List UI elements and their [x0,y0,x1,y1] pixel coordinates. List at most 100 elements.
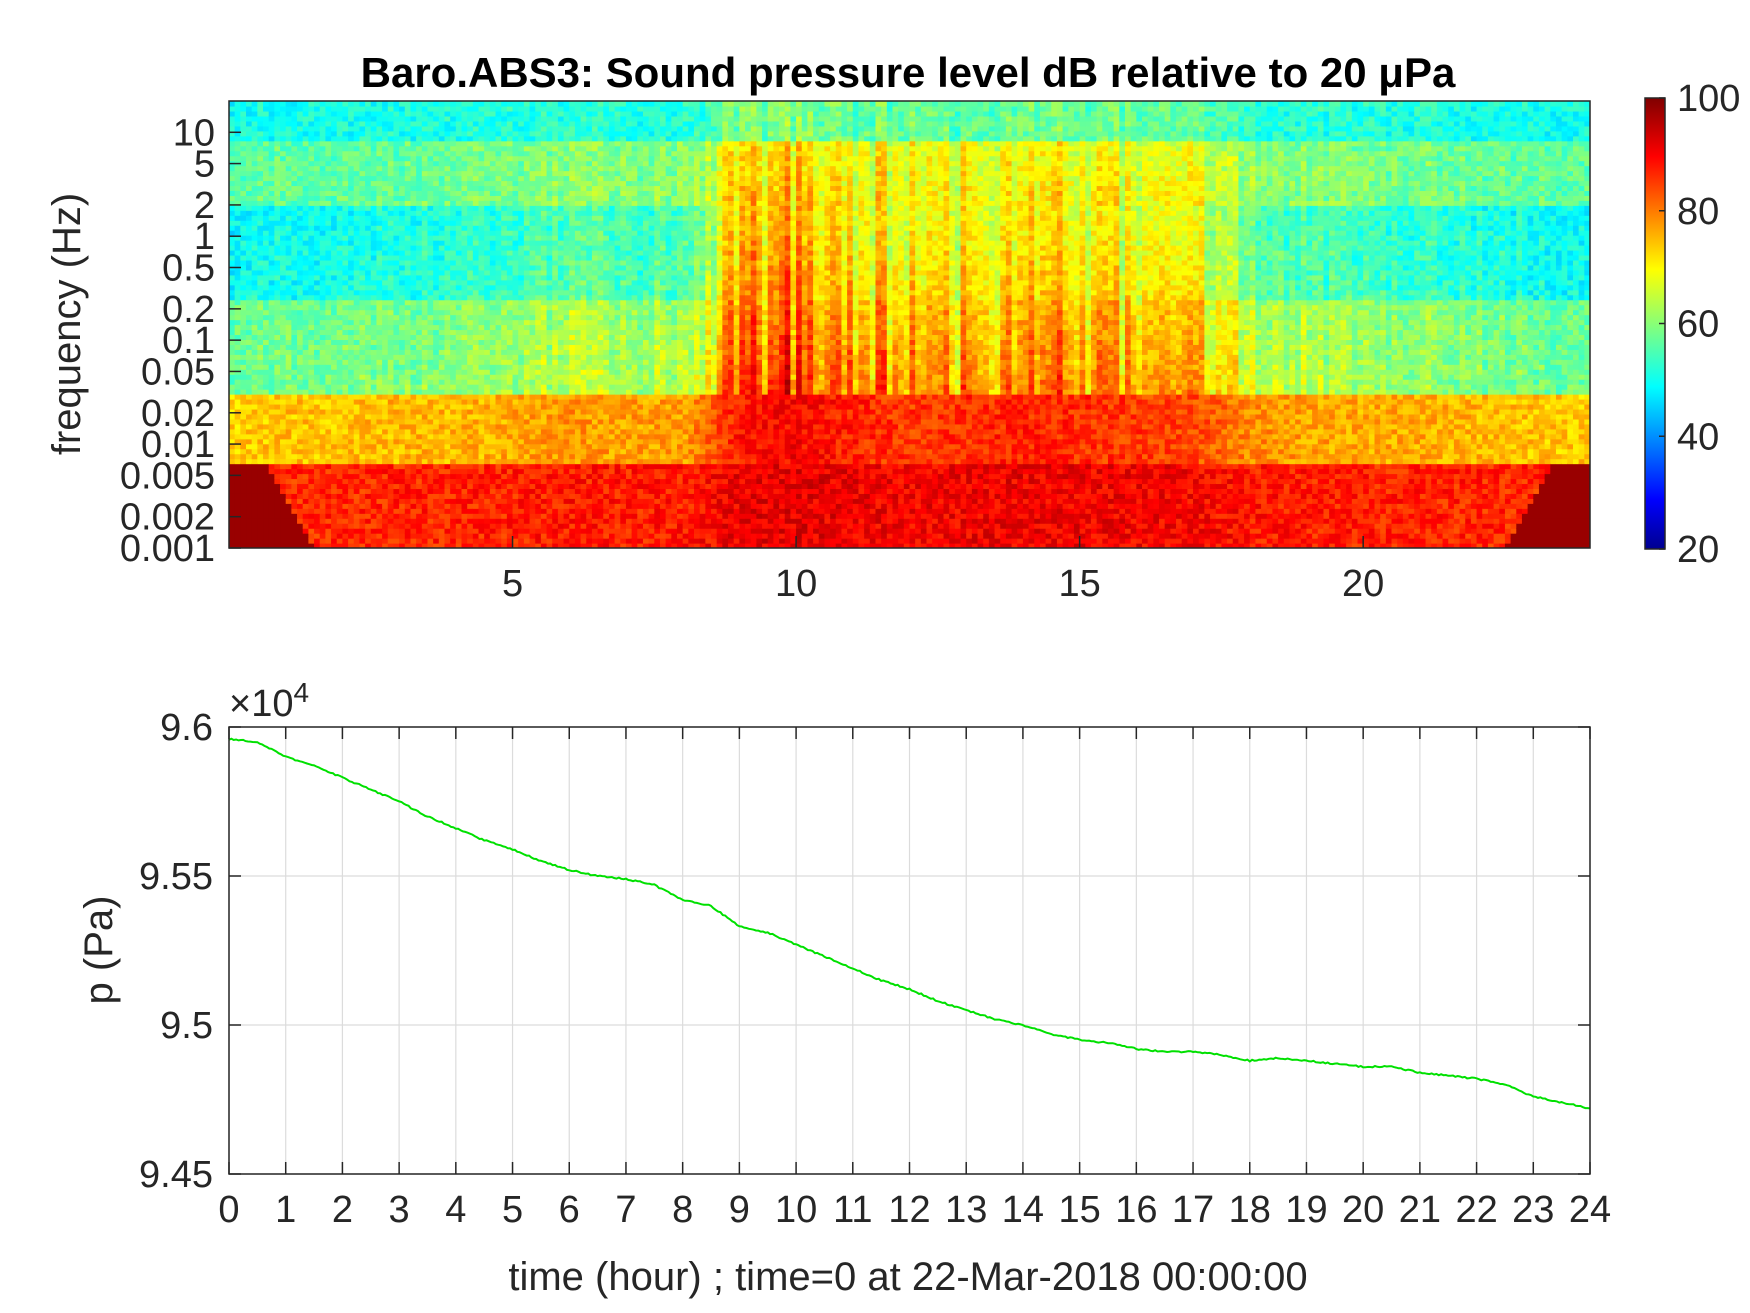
spectrogram-cell [246,414,252,420]
spectrogram-cell [337,513,343,519]
spectrogram-cell [337,101,343,107]
spectrogram-cell [337,339,343,345]
spectrogram-cell [513,339,519,345]
spectrogram-cell [444,121,450,127]
spectrogram-cell [308,488,314,494]
spectrogram-cell [252,389,258,395]
spectrogram-cell [297,528,303,534]
spectrogram-cell [541,498,547,504]
spectrogram-cell [263,200,269,206]
spectrogram-cell [274,533,280,539]
spectrogram-cell [320,493,326,499]
spectrogram-cell [518,498,524,504]
spectrogram-cell [325,265,331,271]
spectrogram-cell [269,146,275,152]
spectrogram-cell [354,195,360,201]
spectrogram-cell [501,131,507,137]
spectrogram-cell [235,429,241,435]
spectrogram-cell [530,434,536,440]
spectrogram-cell [490,156,496,162]
spectrogram-cell [269,250,275,256]
spectrogram-cell [354,166,360,172]
spectrogram-cell [479,379,485,385]
spectrogram-cell [382,166,388,172]
spectrogram-cell [308,374,314,380]
spectrogram-cell [331,464,337,470]
spectrogram-cell [229,275,235,281]
spectrogram-cell [286,399,292,405]
spectrogram-cell [320,498,326,504]
spectrogram-cell [240,185,246,191]
spectrogram-cell [359,474,365,480]
spectrogram-cell [490,265,496,271]
spectrogram-cell [388,523,394,529]
spectrogram-cell [405,235,411,241]
spectrogram-cell [280,449,286,455]
spectrogram-cell [456,434,462,440]
spectrogram-cell [348,121,354,127]
spectrogram-cell [337,409,343,415]
spectrogram-cell [530,200,536,206]
spectrogram-cell [450,215,456,221]
spectrogram-cell [297,483,303,489]
spectrogram-cell [359,215,365,221]
spectrogram-cell [388,195,394,201]
spectrogram-cell [427,141,433,147]
spectrogram-cell [399,429,405,435]
spectrogram-cell [382,488,388,494]
spectrogram-cell [297,260,303,266]
spectrogram-cell [433,478,439,484]
spectrogram-cell [450,498,456,504]
spectrogram-cell [257,156,263,162]
spectrogram-cell [422,424,428,430]
spectrogram-cell [257,528,263,534]
spectrogram-cell [331,434,337,440]
spectrogram-cell [308,474,314,480]
spectrogram-cell [490,255,496,261]
spectrogram-cell [280,459,286,465]
spectrogram-cell [388,300,394,306]
spectrogram-cell [388,424,394,430]
spectrogram-cell [467,185,473,191]
spectrogram-cell [535,404,541,410]
spectrogram-cell [416,434,422,440]
spectrogram-cell [257,439,263,445]
spectrogram-cell [467,200,473,206]
spectrogram-cell [297,190,303,196]
spectrogram-cell [274,101,280,107]
spectrogram-cell [354,310,360,316]
spectrogram-cell [252,300,258,306]
spectrogram-cell [427,180,433,186]
spectrogram-cell [399,310,405,316]
spectrogram-cell [399,151,405,157]
spectrogram-cell [388,379,394,385]
spectrogram-cell [269,389,275,395]
spectrogram-cell [427,523,433,529]
spectrogram-cell [416,205,422,211]
spectrogram-cell [269,414,275,420]
spectrogram-cell [456,389,462,395]
spectrogram-cell [444,171,450,177]
spectrogram-cell [314,498,320,504]
spectrogram-cell [229,136,235,142]
spectrogram-cell [479,180,485,186]
spectrogram-cell [479,190,485,196]
spectrogram-cell [297,205,303,211]
spectrogram-cell [484,205,490,211]
spectrogram-cell [388,245,394,251]
spectrogram-cell [342,215,348,221]
spectrogram-cell [427,295,433,301]
spectrogram-cell [269,474,275,480]
spectrogram-cell [507,325,513,331]
spectrogram-cell [450,334,456,340]
spectrogram-cell [462,195,468,201]
spectrogram-cell [507,220,513,226]
spectrogram-cell [342,424,348,430]
spectrogram-cell [291,344,297,350]
spectrogram-cell [314,260,320,266]
spectrogram-cell [382,493,388,499]
spectrogram-cell [535,260,541,266]
spectrogram-cell [382,439,388,445]
spectrogram-cell [291,240,297,246]
spectrogram-cell [229,503,235,509]
